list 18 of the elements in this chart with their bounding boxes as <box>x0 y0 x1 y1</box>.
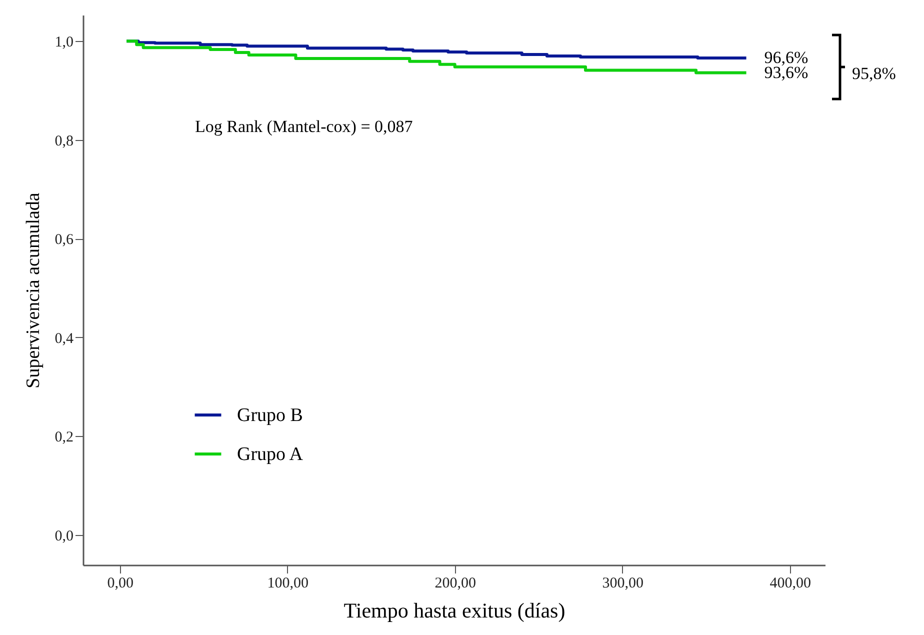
y-tick-label: 0,2 <box>54 430 74 446</box>
x-tick-label: 0,00 <box>107 576 134 592</box>
y-axis-title: Supervivencia acumulada <box>22 192 44 388</box>
text: 95,8% <box>852 64 896 83</box>
x-axis-title: Tiempo hasta exitus (días) <box>344 598 566 622</box>
y-tick-label: 0,6 <box>54 232 74 248</box>
x-tick-label: 400,00 <box>770 576 811 592</box>
x-tick-label: 200,00 <box>434 576 476 592</box>
y-tick-label: 1,0 <box>54 34 74 51</box>
legend-label: Grupo B <box>237 405 303 426</box>
annotation: 96,6% <box>764 48 808 67</box>
y-tick-label: 0,4 <box>54 330 74 347</box>
x-tick-label: 100,00 <box>267 576 308 592</box>
y-tick-label: 0,8 <box>54 133 74 150</box>
x-tick-label: 300,00 <box>602 576 644 592</box>
annotation: Log Rank (Mantel-cox) = 0,087 <box>195 117 414 136</box>
legend-label: Grupo A <box>237 444 304 465</box>
y-tick-label: 0,0 <box>54 528 74 544</box>
